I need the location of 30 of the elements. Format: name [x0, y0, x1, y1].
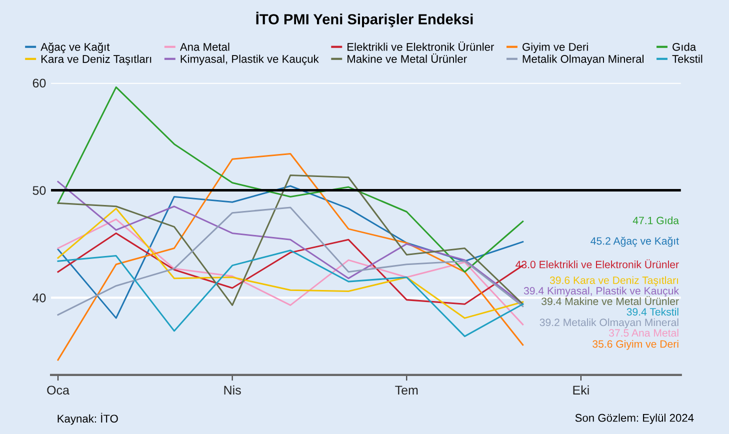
- y-tick-label: 50: [32, 186, 46, 195]
- legend-label: Giyim ve Deri: [522, 42, 588, 54]
- chart-title: İTO PMI Yeni Siparişler Endeksi: [256, 12, 473, 28]
- annotation: 43.0 Elektrikli ve Elektronik Ürünler: [516, 259, 679, 268]
- annotation: 37.5 Ana Metal: [608, 328, 678, 337]
- x-tick-label: Tem: [395, 386, 418, 395]
- annotation: 39.6 Kara ve Deniz Taşıtları: [550, 276, 678, 286]
- text: Kaynak: İTO: [58, 412, 118, 425]
- y-tick-label: 40: [32, 293, 46, 302]
- legend-label: Ağaç ve Kağıt: [40, 42, 110, 54]
- text: 39.4 Tekstil: [626, 308, 678, 316]
- x-tick-label: Eki: [573, 385, 589, 394]
- legend-label: Kara ve Deniz Taşıtları: [41, 54, 152, 66]
- text: Son Gözlem: Eylül 2024: [575, 414, 694, 424]
- text: 47.1 Gıda: [632, 216, 679, 224]
- y-tick-label: 60: [32, 78, 46, 88]
- annotation: 39.2 Metalik Olmayan Mineral: [540, 318, 678, 328]
- legend-label: Metalik Olmayan Mineral: [522, 54, 644, 66]
- x-tick-label: Oca: [47, 386, 70, 395]
- legend-label: Makine ve Metal Ürünler: [348, 53, 467, 63]
- legend-label: Ana Metal: [180, 42, 230, 51]
- legend-label: Kimyasal, Plastik ve Kauçuk: [180, 54, 319, 66]
- x-tick-label: Nis: [224, 385, 241, 395]
- annotation: 45.2 Ağaç ve Kağıt: [590, 236, 679, 247]
- annotation: 39.4 Kimyasal, Plastik ve Kauçuk: [524, 286, 680, 297]
- legend-label: Tekstil: [672, 54, 702, 63]
- legend-label: Elektrikli ve Elektronik Ürünler: [348, 41, 494, 51]
- annotation: 39.4 Makine ve Metal Ürünler: [542, 296, 679, 306]
- legend-label: Gıda: [672, 42, 696, 51]
- annotation: 35.6 Giyim ve Deri: [592, 340, 678, 350]
